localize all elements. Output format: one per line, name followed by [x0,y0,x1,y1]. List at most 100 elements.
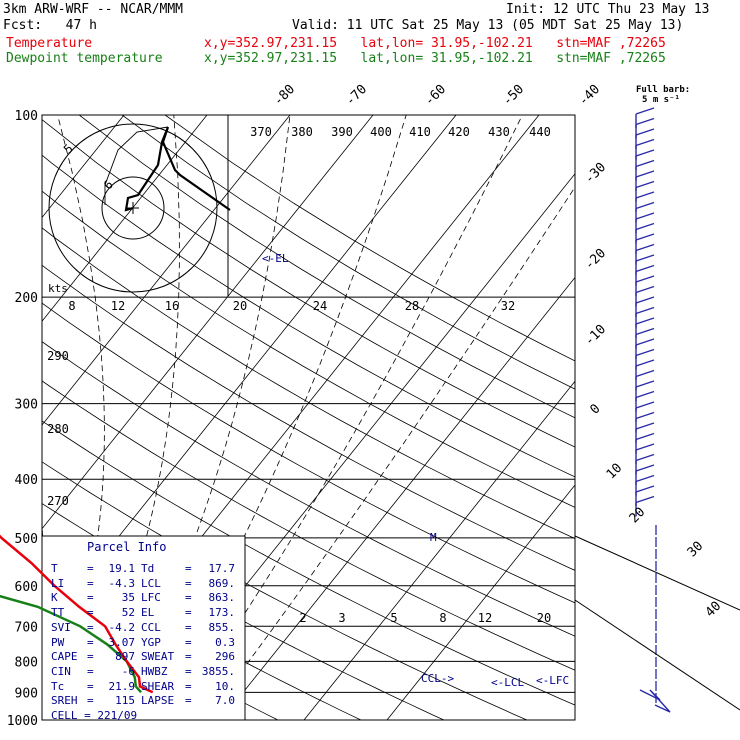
isotherm-label: -40 [576,82,603,109]
barb-legend-line1: Full barb: [636,85,690,95]
hodo-ring-label-6: 6 [101,177,116,192]
m-marker: M [430,531,437,544]
mixing-ratio-label: 3 [338,611,345,625]
parcel-label: K [51,591,58,605]
parcel-label: PW [51,635,65,649]
parcel-label: YGP [141,635,161,649]
parcel-info-row: CIN = -6 HWBZ = 3855. [51,664,235,678]
parcel-label: LFC [141,591,161,605]
parcel-label: CAPE [51,650,78,664]
plot-frame [41,114,576,721]
theta-label: 370 [250,125,272,139]
parcel-value: 3855. [201,664,235,678]
parcel-info-title: Parcel Info [87,540,167,554]
theta-label: 290 [47,349,69,363]
parcel-label: HWBZ [141,664,168,678]
parcel-value: -4.3 [108,576,136,590]
barb-legend-line2: 5 m s⁻¹ [642,95,680,105]
parcel-label: SREH [51,694,78,708]
parcel-value: 7.0 [215,694,235,708]
parcel-value: 35 [121,591,135,605]
parcel-info-row: CAPE = 897 SWEAT = 296 [51,650,235,664]
isotherm-label: -30 [582,160,609,187]
parcel-label: LCL [141,576,161,590]
parcel-value: 52 [121,606,135,620]
parcel-info-row: K = 35 LFC = 863. [51,591,236,605]
theta-label: 390 [331,125,353,139]
hodograph-ring-outer [48,123,218,293]
forecast-hour: Fcst: 47 h [3,18,97,33]
parcel-info-row: LI = -4.3 LCL = 869. [51,576,236,590]
pressure-label: 900 [15,686,38,701]
parcel-value: 173. [208,606,236,620]
isotherm-label: -60 [422,82,449,109]
isotherm-label: -50 [500,82,527,109]
hodograph-speed-label: 12 [111,299,125,313]
hodograph-speed-label: 28 [405,299,419,313]
parcel-value: -4.2 [108,620,136,634]
parcel-value: 21.9 [108,679,136,693]
hodograph-speed-label: 8 [68,299,75,313]
model-title: 3km ARW-WRF -- NCAR/MMM [3,2,184,17]
parcel-label: LAPSE [141,694,175,708]
parcel-label: SHEAR [141,679,175,693]
hodograph-speed-label: 20 [233,299,247,313]
parcel-value: 0.3 [215,635,235,649]
parcel-value: 863. [208,591,236,605]
hodograph-speed-label: 16 [165,299,179,313]
theta-label: 280 [47,422,69,436]
wind-barbs [574,107,740,713]
pressure-label: 600 [15,580,38,595]
isotherm-label: 20 [627,505,649,527]
mixing-ratio-label: 2 [299,611,306,625]
parcel-label: Td [141,562,155,575]
hodograph-ring-inner [101,176,165,240]
parcel-label: CCL [141,620,161,634]
parcel-value: 3.07 [108,635,136,649]
theta-label: 380 [291,125,313,139]
hodograph-trace [124,126,231,212]
dewpoint-legend-label: Dewpoint temperature [6,51,163,66]
valid-time: Valid: 11 UTC Sat 25 May 13 (05 MDT Sat … [292,18,684,33]
parcel-label: EL [141,606,155,620]
parcel-value: -6 [121,664,135,678]
pressure-label: 300 [15,398,38,413]
parcel-label: T [51,562,58,575]
parcel-value: 897 [115,650,135,664]
temperature-profile [0,534,154,694]
mixing-ratio-label: 12 [478,611,492,625]
mixing-ratio-label: 20 [537,611,551,625]
isotherm-label: -80 [271,82,298,109]
parcel-value: 296 [215,650,235,664]
temperature-legend-label: Temperature [6,36,93,51]
dewpoint-profile [0,594,143,694]
isotherm-label: 10 [604,461,626,483]
parcel-label: LI [51,576,65,590]
theta-label: 420 [448,125,470,139]
parcel-info-row: TT = 52 EL = 173. [51,606,236,620]
theta-label: 270 [47,494,69,508]
isotherm-label: -10 [582,322,609,349]
theta-label: 400 [370,125,392,139]
ccl-marker: CCL-> [421,672,454,685]
theta-label: 440 [529,125,551,139]
parcel-info-row: SVI = -4.2 CCL = 855. [51,620,235,634]
lcl-marker: <-LCL [491,676,524,689]
parcel-value: 17.7 [208,562,236,575]
isotherm-label: -70 [343,82,370,109]
hodograph-speed-label: 32 [501,299,515,313]
parcel-label: Tc [51,679,65,693]
parcel-info-row: SREH = 115 LAPSE = 7.0 [51,694,235,708]
parcel-label: TT [51,606,65,620]
isotherm-label: -20 [582,246,609,273]
pressure-label: 800 [15,655,38,670]
isotherm-label: 30 [685,539,707,561]
parcel-label: SWEAT [141,650,175,664]
el-marker: <-EL [262,252,289,265]
hodograph-speed-label: 24 [313,299,327,313]
pressure-label: 400 [15,473,38,488]
parcel-value: 869. [208,576,236,590]
parcel-info-row: PW = 3.07 YGP = 0.3 [51,635,235,649]
pressure-label: 700 [15,620,38,635]
